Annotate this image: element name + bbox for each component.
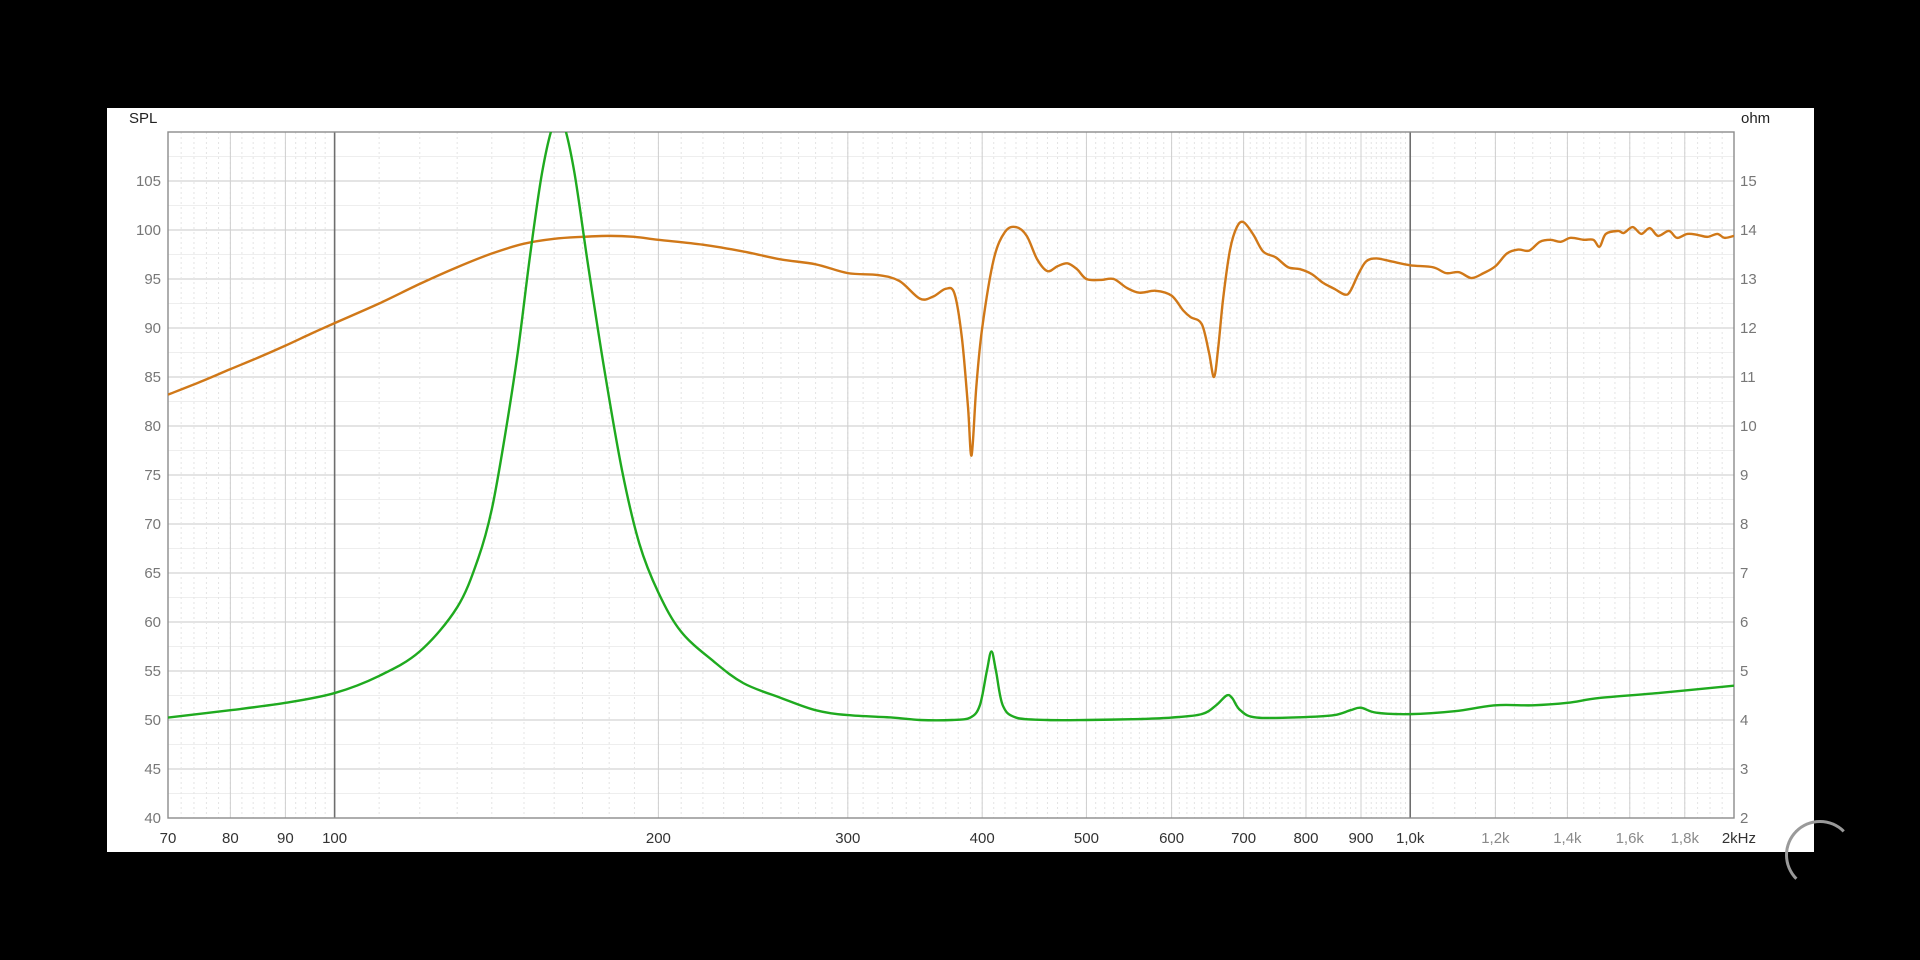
x-axis-ticks: 70 80 90 100 200 300 400 500 600 700 800 900 1,0k 1,2… [160, 830, 1756, 847]
impedance-curve [168, 132, 1734, 722]
y-right-tick-label: 7 [1740, 565, 1748, 582]
y-left-tick-label: 70 [144, 516, 161, 533]
x-tick-label: 100 [322, 830, 347, 847]
chart-panel: 70 80 90 100 200 300 400 500 600 700 800 900 1,0k 1,2… [107, 108, 1814, 852]
x-tick-label: 2kHz [1722, 830, 1756, 847]
y-right-axis-ticks: 2 3 4 5 6 7 8 9 10 11 12 13 14 15 [1740, 173, 1757, 827]
x-tick-label: 1,2k [1481, 830, 1510, 847]
y-right-axis-label: ohm [1741, 110, 1770, 127]
x-tick-label: 600 [1159, 830, 1184, 847]
x-tick-label: 70 [160, 830, 177, 847]
x-tick-label: 800 [1293, 830, 1318, 847]
y-right-tick-label: 13 [1740, 271, 1757, 288]
y-right-tick-label: 6 [1740, 614, 1748, 631]
y-right-tick-label: 5 [1740, 663, 1748, 680]
y-left-tick-label: 90 [144, 320, 161, 337]
y-left-tick-label: 100 [136, 222, 161, 239]
y-left-tick-label: 60 [144, 614, 161, 631]
x-tick-label: 500 [1074, 830, 1099, 847]
x-tick-label: 200 [646, 830, 671, 847]
y-right-tick-label: 8 [1740, 516, 1748, 533]
y-right-tick-label: 3 [1740, 761, 1748, 778]
y-left-tick-label: 80 [144, 418, 161, 435]
y-left-tick-label: 65 [144, 565, 161, 582]
series-layer [168, 132, 1734, 722]
y-right-tick-label: 14 [1740, 222, 1757, 239]
x-tick-label: 1,4k [1553, 830, 1582, 847]
x-tick-label: 90 [277, 830, 294, 847]
grid [168, 132, 1734, 818]
plot-frame [167, 131, 1735, 819]
y-left-tick-label: 50 [144, 712, 161, 729]
spl-curve [168, 220, 1734, 457]
y-right-tick-label: 9 [1740, 467, 1748, 484]
y-right-tick-label: 4 [1740, 712, 1748, 729]
y-right-tick-label: 2 [1740, 810, 1748, 827]
y-left-tick-label: 55 [144, 663, 161, 680]
y-left-axis-label: SPL [129, 110, 157, 127]
x-tick-label: 1,8k [1671, 830, 1700, 847]
y-right-tick-label: 15 [1740, 173, 1757, 190]
x-tick-label: 400 [970, 830, 995, 847]
y-right-tick-label: 10 [1740, 418, 1757, 435]
frequency-response-chart: 70 80 90 100 200 300 400 500 600 700 800 900 1,0k 1,2… [129, 110, 1770, 847]
y-right-tick-label: 11 [1740, 369, 1756, 386]
y-left-tick-label: 75 [144, 467, 161, 484]
y-left-axis-ticks: 40 45 50 55 60 65 70 75 80 85 90 95 100 105 [136, 173, 161, 827]
y-left-tick-label: 95 [144, 271, 161, 288]
y-left-tick-label: 45 [144, 761, 161, 778]
x-tick-label: 80 [222, 830, 239, 847]
x-tick-label: 300 [835, 830, 860, 847]
x-tick-label: 1,6k [1616, 830, 1645, 847]
x-tick-label: 700 [1231, 830, 1256, 847]
corner-button-arc [1785, 820, 1855, 890]
x-tick-label: 900 [1348, 830, 1373, 847]
x-tick-label: 1,0k [1396, 830, 1425, 847]
y-left-tick-label: 85 [144, 369, 161, 386]
y-left-tick-label: 40 [144, 810, 161, 827]
y-right-tick-label: 12 [1740, 320, 1757, 337]
y-left-tick-label: 105 [136, 173, 161, 190]
